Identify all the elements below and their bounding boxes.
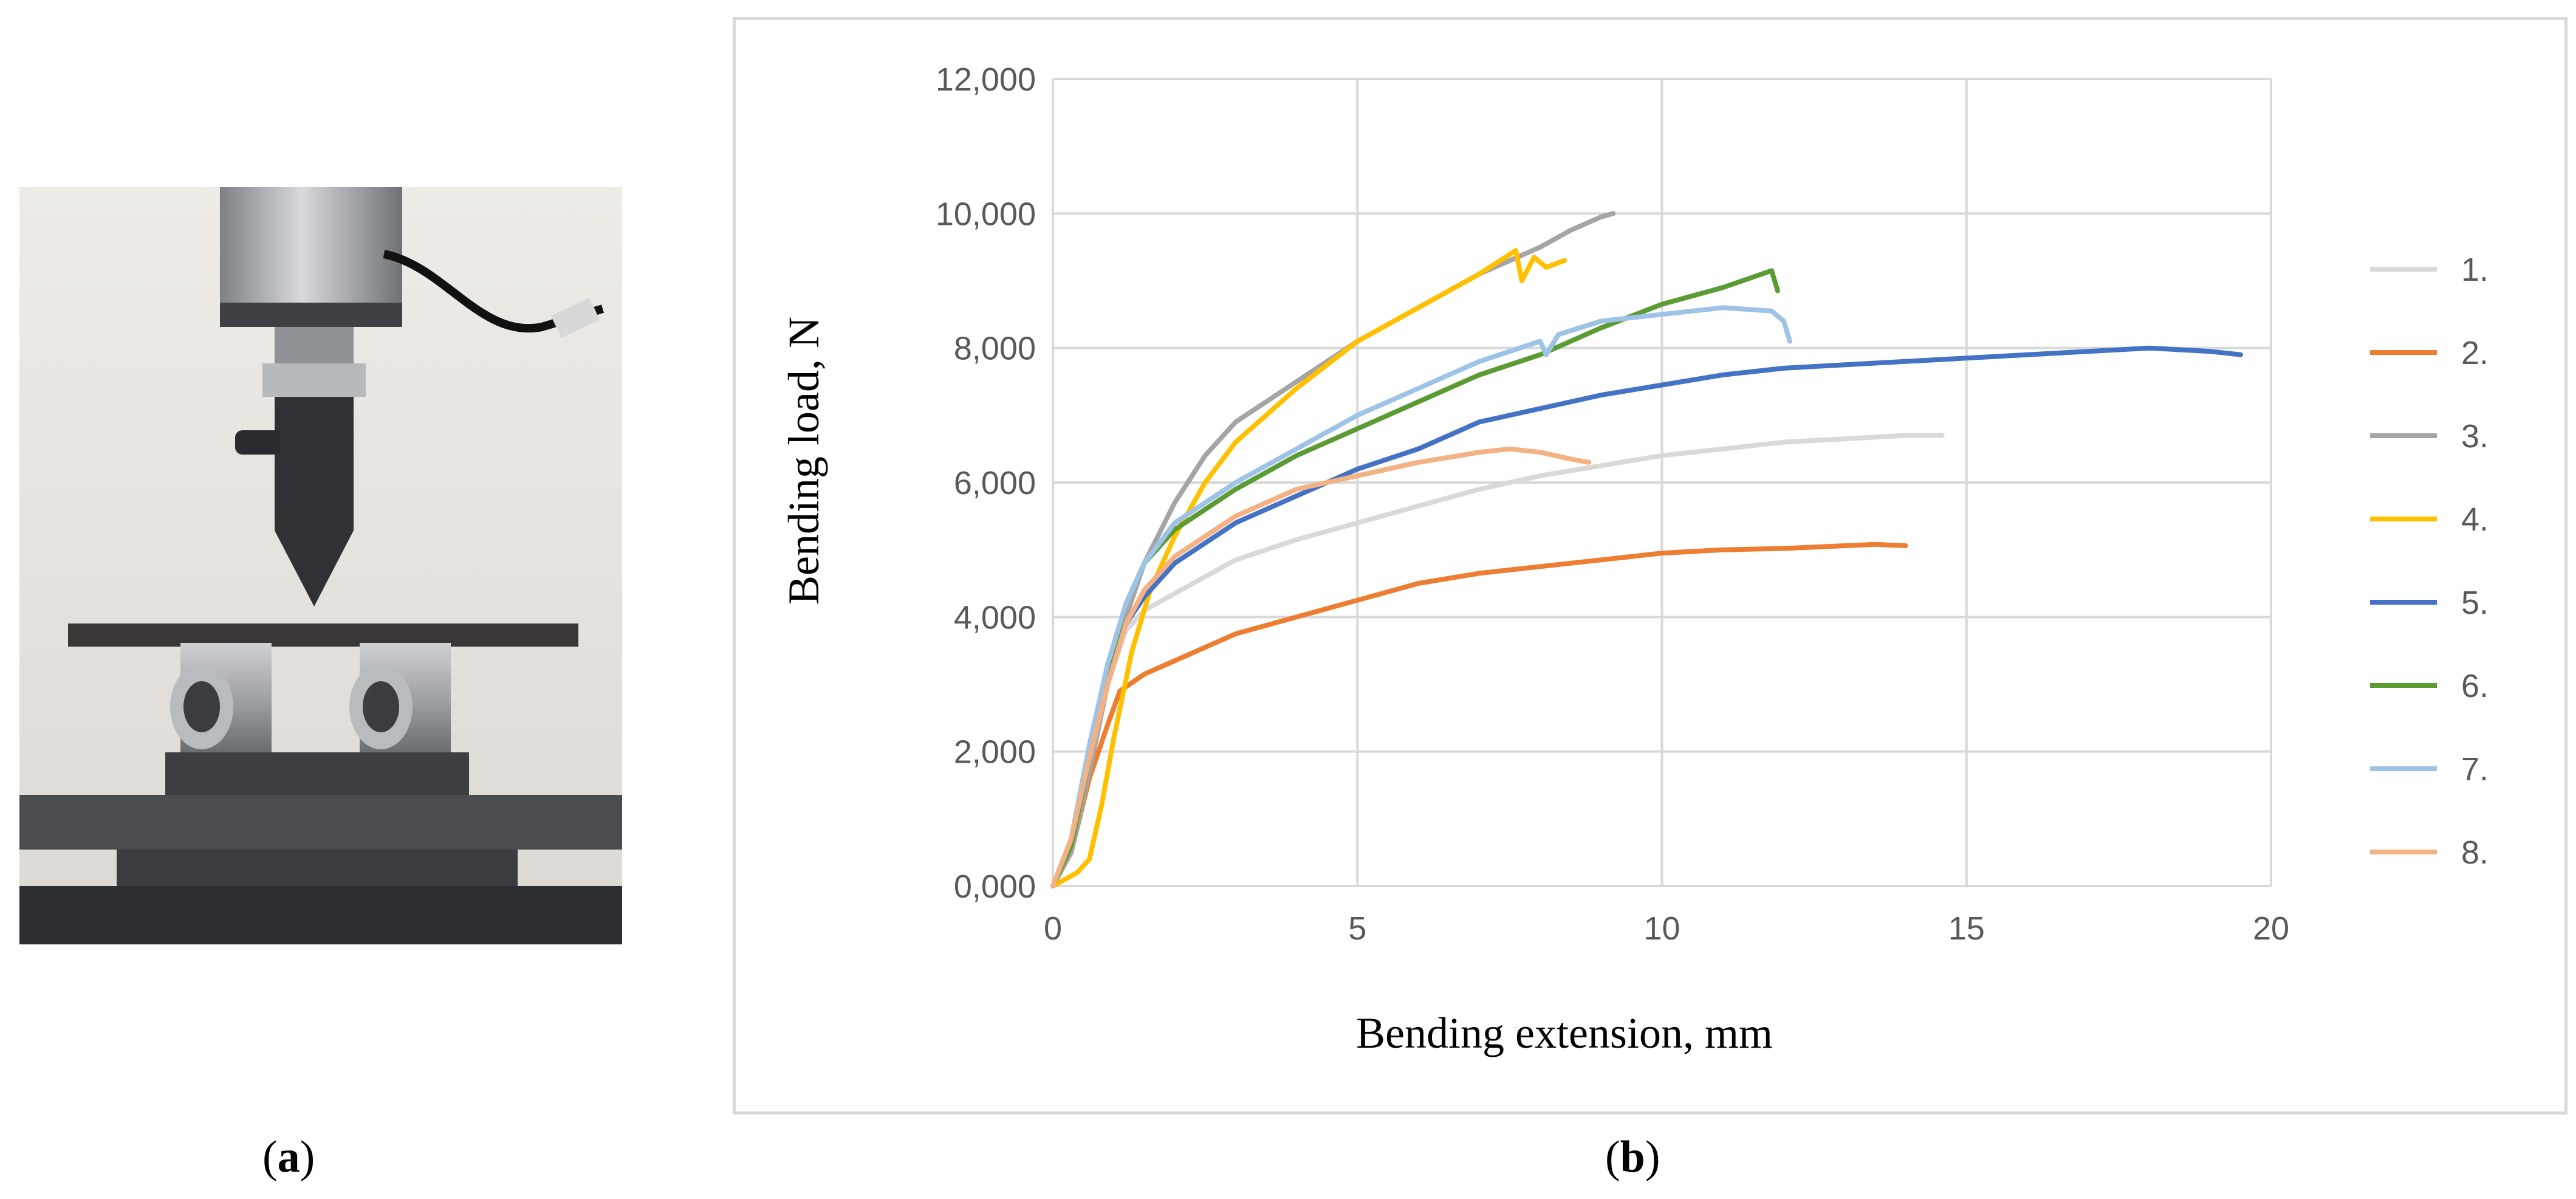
- bending-test-photo: [19, 187, 622, 944]
- chart-frame: 0,000 2,000 4,000 6,000 8,000 10,000 12,000 0 5 1…: [733, 17, 2567, 1115]
- series-line-1: [1050, 433, 1945, 888]
- bending-test-photo-illustration: [19, 187, 622, 944]
- legend-label-3: 3.: [2461, 418, 2489, 455]
- legend-label-1: 1.: [2461, 252, 2489, 288]
- y-tick-label: 0,000: [954, 868, 1036, 905]
- caption-a: (a): [262, 1132, 315, 1182]
- series-line-8: [1050, 446, 1592, 888]
- x-axis-title: Bending extension, mm: [1356, 1009, 1773, 1057]
- data-series: [1050, 211, 2243, 888]
- legend: 1. 2. 3. 4. 5. 6. 7. 8.: [2370, 252, 2489, 871]
- grid-lines: [1052, 78, 2272, 887]
- x-tick-label: 10: [1643, 910, 1680, 947]
- series-line-2: [1050, 541, 1908, 888]
- load-cell-head: [220, 187, 402, 303]
- legend-label-4: 4.: [2461, 501, 2489, 538]
- axes: 0,000 2,000 4,000 6,000 8,000 10,000 12,000 0 5 1…: [936, 61, 2289, 947]
- x-tick-label: 5: [1348, 910, 1366, 947]
- series-line-4: [1050, 248, 1567, 888]
- fixture-base: [19, 795, 622, 850]
- x-tick-label: 0: [1044, 910, 1062, 947]
- y-tick-label: 6,000: [954, 465, 1036, 501]
- legend-label-8: 8.: [2461, 834, 2489, 871]
- y-axis-title: Bending load, N: [779, 317, 828, 605]
- y-tick-label: 8,000: [954, 331, 1036, 367]
- specimen-bar: [68, 624, 578, 647]
- y-tick-label: 12,000: [936, 61, 1036, 98]
- y-tick-label: 2,000: [954, 734, 1036, 771]
- legend-label-2: 2.: [2461, 335, 2489, 371]
- caption-b: (b): [1605, 1132, 1660, 1182]
- series-line-3: [1050, 211, 1616, 888]
- x-tick-label: 15: [1948, 910, 1985, 947]
- bending-load-chart: 0,000 2,000 4,000 6,000 8,000 10,000 12,000 0 5 1…: [779, 61, 2489, 1057]
- legend-label-7: 7.: [2461, 751, 2489, 788]
- series-line-7: [1050, 305, 1792, 888]
- y-tick-label: 10,000: [936, 196, 1036, 232]
- y-tick-label: 4,000: [954, 599, 1036, 636]
- x-tick-label: 20: [2253, 910, 2289, 947]
- legend-label-6: 6.: [2461, 668, 2489, 704]
- cable: [383, 250, 605, 333]
- loading-nose: [275, 397, 354, 531]
- legend-label-5: 5.: [2461, 585, 2489, 621]
